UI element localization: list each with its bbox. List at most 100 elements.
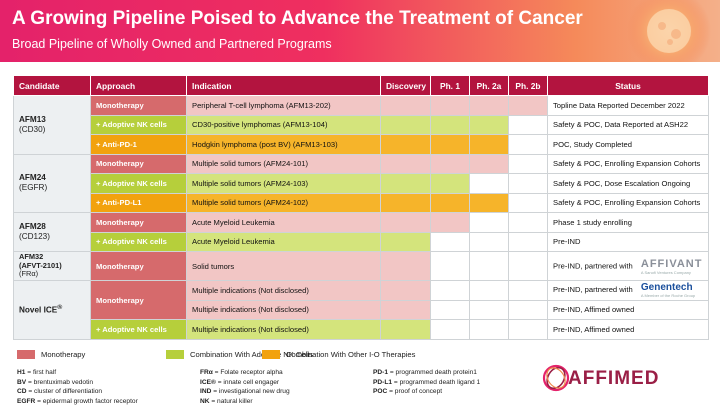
phase-bar <box>430 192 470 213</box>
col-header-ph2a: Ph. 2a <box>469 75 509 96</box>
phase-empty <box>469 251 509 281</box>
phase-empty <box>508 212 548 233</box>
indication-cell: Multiple indications (Not disclosed) <box>186 280 381 301</box>
candidate-afm24: AFM24 (EGFR) <box>13 153 91 213</box>
col-header-candidate: Candidate <box>13 75 91 96</box>
phase-empty <box>508 114 548 135</box>
affimed-logo: AFFIMED <box>528 360 698 396</box>
phase-bar <box>430 95 470 116</box>
indication-cell: Multiple indications (Not disclosed) <box>186 319 381 340</box>
phase-empty <box>508 134 548 155</box>
phase-empty <box>469 280 509 301</box>
status-cell: Safety & POC, Enrolling Expansion Cohort… <box>547 153 709 174</box>
title-banner: A Growing Pipeline Poised to Advance the… <box>0 0 720 62</box>
approach-cell: + Adoptive NK cells <box>90 319 187 340</box>
phase-empty <box>508 173 548 194</box>
phase-empty <box>430 251 470 281</box>
table-row: + Anti-PD-L1 Multiple solid tumors (AFM2… <box>14 192 709 213</box>
status-text: Pre-IND, partnered with <box>553 261 633 270</box>
abbreviations-col3: PD-1 = programmed death protein1 PD-L1 =… <box>373 369 481 395</box>
candidate-afm32: AFM32 (AFVT-2101) (FRα) <box>13 251 91 281</box>
phase-bar <box>380 231 431 252</box>
pipeline-table: Candidate Approach Indication Discovery … <box>13 75 709 340</box>
status-cell: Phase 1 study enrolling <box>547 212 709 233</box>
phase-bar <box>380 153 431 174</box>
cancer-cell-icon <box>627 0 711 62</box>
legend-label: Monotherapy <box>41 349 86 359</box>
phase-empty <box>469 231 509 252</box>
indication-cell: Acute Myeloid Leukemia <box>186 231 381 252</box>
phase-bar <box>508 95 548 116</box>
col-header-ph2b: Ph. 2b <box>508 75 548 96</box>
table-header-row: Candidate Approach Indication Discovery … <box>13 75 709 96</box>
phase-empty <box>430 319 470 340</box>
candidate-code: (AFVT-2101) <box>19 260 62 270</box>
phase-empty <box>469 319 509 340</box>
approach-cell: + Adoptive NK cells <box>90 231 187 252</box>
candidate-novel-ice: Novel ICE® <box>13 280 91 340</box>
indication-cell: Multiple solid tumors (AFM24-103) <box>186 173 381 194</box>
table-row: + Adoptive NK cells Multiple indications… <box>14 319 709 340</box>
col-header-discovery: Discovery <box>380 75 431 96</box>
legend-monotherapy: Monotherapy <box>17 349 85 359</box>
candidate-name: AFM28 <box>19 222 46 232</box>
affimed-wordmark: AFFIMED <box>568 368 660 389</box>
status-cell: Pre-IND, partnered with Genentech A Memb… <box>547 280 709 301</box>
table-row: AFM24 (EGFR) Monotherapy Multiple solid … <box>13 153 709 213</box>
status-cell: Pre-IND <box>547 231 709 252</box>
legend-nk: Combination With Adoptive NK Cells <box>166 349 313 359</box>
candidate-name: Novel ICE <box>19 305 58 315</box>
table-row: + Adoptive NK cells CD30-positive lympho… <box>14 114 709 135</box>
candidate-name: AFM24 <box>19 173 46 183</box>
candidate-afm28: AFM28 (CD123) <box>13 212 91 252</box>
phase-bar <box>469 95 509 116</box>
legend-swatch <box>262 349 280 359</box>
page-title: A Growing Pipeline Poised to Advance the… <box>12 8 583 29</box>
abbreviations-col1: H1 = first half BV = brentuximab vedotin… <box>17 369 138 405</box>
phase-bar <box>380 95 431 116</box>
candidate-target: (EGFR) <box>19 183 48 193</box>
phase-empty <box>508 231 548 252</box>
table-row: + Anti-PD-1 Hodgkin lymphoma (post BV) (… <box>14 134 709 155</box>
col-header-ph1: Ph. 1 <box>430 75 470 96</box>
approach-cell: Monotherapy <box>90 95 187 116</box>
phase-bar <box>430 114 470 135</box>
approach-cell: + Adoptive NK cells <box>90 173 187 194</box>
legend-io: Combination With Other I-O Therapies <box>262 349 415 359</box>
phase-bar <box>380 173 431 194</box>
abbreviations-col2: FRα = Folate receptor alpha ICE® = innat… <box>200 369 290 405</box>
phase-bar <box>469 114 509 135</box>
phase-empty <box>469 212 509 233</box>
phase-bar <box>380 212 431 233</box>
phase-empty <box>430 280 470 301</box>
status-cell: Pre-IND, partnered with AFFIVANT A Sanof… <box>547 251 709 281</box>
status-cell: Safety & POC, Enrolling Expansion Cohort… <box>547 192 709 213</box>
table-row: AFM13 (CD30) Monotherapy Peripheral T-ce… <box>13 95 709 155</box>
status-text: Pre-IND, partnered with <box>553 285 633 295</box>
legend-label: Combination With Adoptive NK Cells <box>190 349 313 359</box>
indication-cell: Multiple indications (Not disclosed) <box>186 299 381 320</box>
status-cell: Topline Data Reported December 2022 <box>547 95 709 116</box>
phase-bar <box>380 192 431 213</box>
phase-bar <box>430 212 470 233</box>
candidate-target: (FRα) <box>19 269 39 279</box>
phase-bar <box>430 134 470 155</box>
indication-cell: Acute Myeloid Leukemia <box>186 212 381 233</box>
phase-bar <box>380 251 431 281</box>
phase-empty <box>508 280 548 301</box>
phase-bar <box>430 153 470 174</box>
phase-bar <box>380 134 431 155</box>
phase-empty <box>508 299 548 320</box>
col-header-approach: Approach <box>90 75 187 96</box>
approach-cell: Monotherapy <box>90 153 187 174</box>
indication-cell: Hodgkin lymphoma (post BV) (AFM13-103) <box>186 134 381 155</box>
phase-empty <box>469 299 509 320</box>
table-row: + Adoptive NK cells Acute Myeloid Leukem… <box>14 231 709 252</box>
indication-cell: Solid tumors <box>186 251 381 281</box>
table-row: Multiple indications (Not disclosed) Pre… <box>14 299 709 320</box>
phase-empty <box>469 173 509 194</box>
approach-cell: Monotherapy <box>90 251 187 281</box>
phase-bar <box>469 153 509 174</box>
col-header-indication: Indication <box>186 75 381 96</box>
candidate-target: (CD30) <box>19 124 46 134</box>
